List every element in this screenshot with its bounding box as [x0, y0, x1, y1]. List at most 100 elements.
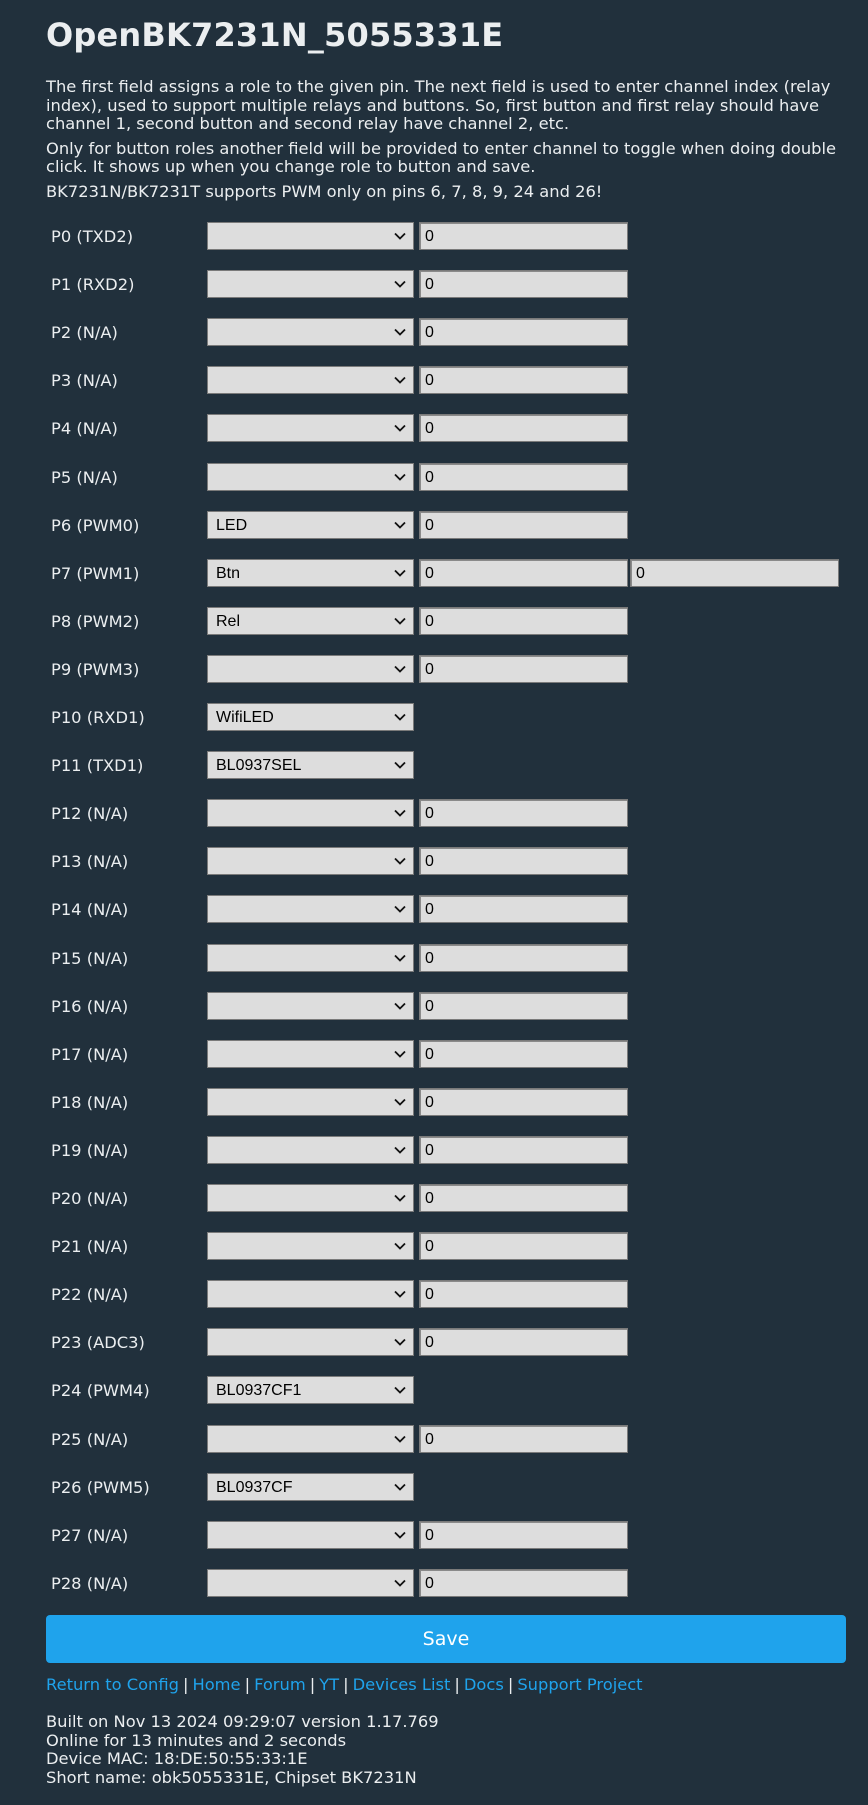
link-separator: |: [182, 1675, 189, 1694]
forum-link[interactable]: Forum: [254, 1675, 306, 1694]
devices-list-link[interactable]: Devices List: [352, 1675, 451, 1694]
pin-role-select[interactable]: [207, 222, 414, 250]
pin-channel-input[interactable]: 0: [419, 462, 628, 491]
pin-channel-input[interactable]: 0: [419, 606, 628, 635]
pin-role-value: BL0937SEL: [216, 757, 302, 775]
pin-channel-input[interactable]: 0: [419, 895, 628, 924]
pin-channel-input[interactable]: 0: [419, 1280, 628, 1309]
link-separator: |: [244, 1675, 251, 1694]
pin-role-select[interactable]: [207, 1280, 414, 1309]
pin-role-select[interactable]: [207, 318, 414, 347]
pin-role-select[interactable]: [207, 1328, 414, 1357]
pin-row: P18 (N/A) 0: [0, 1087, 868, 1118]
pin-role-select[interactable]: [207, 414, 414, 443]
chevron-down-icon: [394, 954, 406, 962]
chevron-down-icon: [394, 521, 406, 529]
pin-label: P17 (N/A): [51, 1044, 129, 1064]
pin-role-select[interactable]: BL0937CF1: [207, 1376, 414, 1405]
pin-channel-input[interactable]: 0: [419, 366, 628, 395]
pin-channel-input[interactable]: 0: [419, 222, 628, 250]
pin-channel-input[interactable]: 0: [419, 799, 628, 828]
pin-row: P6 (PWM0) LED 0: [0, 510, 868, 541]
pin-role-select[interactable]: [207, 654, 414, 683]
chevron-down-icon: [394, 858, 406, 866]
chevron-down-icon: [394, 425, 406, 433]
chevron-down-icon: [394, 473, 406, 481]
pin-channel-input[interactable]: 0: [419, 654, 628, 683]
pin-channel-input[interactable]: 0: [419, 270, 628, 299]
pin-label: P9 (PWM3): [51, 659, 140, 679]
pin-label: P20 (N/A): [51, 1189, 129, 1208]
pin-role-select[interactable]: [207, 1135, 414, 1164]
save-button[interactable]: Save: [46, 1615, 846, 1663]
pin-row: P5 (N/A) 0: [0, 462, 868, 493]
pin-label: P2 (N/A): [51, 323, 118, 343]
pin-role-select[interactable]: WifiLED: [207, 703, 414, 731]
pin-channel-input[interactable]: 0: [419, 1232, 628, 1261]
pin-channel-input[interactable]: 0: [419, 1328, 628, 1357]
pin-role-select[interactable]: [207, 1087, 414, 1116]
pin-role-select[interactable]: [207, 366, 414, 395]
pin-channel-input[interactable]: 0: [419, 991, 628, 1020]
pin-channel-input[interactable]: 0: [419, 847, 628, 876]
pin-role-select[interactable]: [207, 943, 414, 972]
short-name: Short name: obk5055331E, Chipset BK7231N: [46, 1767, 417, 1787]
yt-link[interactable]: YT: [319, 1675, 340, 1694]
pin-channel-input[interactable]: 0: [419, 1039, 628, 1068]
pin-channel-input[interactable]: 0: [419, 1568, 628, 1597]
pin-channel-input[interactable]: 0: [419, 318, 628, 347]
pin-channel-input[interactable]: 0: [419, 943, 628, 972]
pin-channel-input[interactable]: 0: [419, 1184, 628, 1212]
pin-row: P2 (N/A) 0: [0, 318, 868, 348]
pin-role-select[interactable]: [207, 1424, 414, 1453]
pin-row: P12 (N/A) 0: [0, 799, 868, 829]
pin-role-select[interactable]: Btn: [207, 558, 414, 587]
pin-role-select[interactable]: BL0937SEL: [207, 751, 414, 780]
pin-role-select[interactable]: [207, 462, 414, 491]
pin-role-select[interactable]: [207, 799, 414, 828]
home-link[interactable]: Home: [192, 1675, 241, 1694]
pin-label: P23 (ADC3): [51, 1333, 145, 1353]
pin-row: P0 (TXD2) 0: [0, 222, 868, 252]
pin-role-select[interactable]: [207, 1520, 414, 1549]
pin-channel-input[interactable]: 0: [419, 414, 628, 443]
pin-label: P27 (N/A): [51, 1525, 129, 1545]
docs-link[interactable]: Docs: [463, 1675, 504, 1694]
pin-label: P18 (N/A): [51, 1092, 129, 1112]
pin-label: P13 (N/A): [51, 852, 129, 872]
pin-role-select[interactable]: [207, 1568, 414, 1597]
chevron-down-icon: [394, 1339, 406, 1347]
pin-role-select[interactable]: [207, 270, 414, 299]
pin-role-select[interactable]: Rel: [207, 606, 414, 635]
pin-role-select[interactable]: [207, 1184, 414, 1212]
pin-role-select[interactable]: LED: [207, 510, 414, 539]
support-project-link[interactable]: Support Project: [517, 1675, 643, 1694]
pin-role-select[interactable]: [207, 1039, 414, 1068]
pin-role-value: Btn: [216, 564, 241, 582]
pin-role-select[interactable]: [207, 847, 414, 876]
pin-channel-input[interactable]: 0: [419, 1520, 628, 1549]
pin-role-select[interactable]: BL0937CF: [207, 1472, 414, 1501]
link-separator: |: [343, 1675, 349, 1694]
pin-role-select[interactable]: [207, 895, 414, 924]
pin-double-click-channel-input[interactable]: 0: [630, 558, 839, 587]
pin-row: P27 (N/A) 0: [0, 1520, 868, 1551]
pin-row: P15 (N/A) 0: [0, 943, 868, 974]
pin-channel-input[interactable]: 0: [419, 1135, 628, 1164]
return-to-config-link[interactable]: Return to Config: [46, 1675, 179, 1694]
pin-role-select[interactable]: [207, 991, 414, 1020]
pin-role-select[interactable]: [207, 1232, 414, 1261]
pin-channel-input[interactable]: 0: [419, 1087, 628, 1116]
pin-label: P24 (PWM4): [51, 1381, 150, 1401]
pin-channel-input[interactable]: 0: [419, 558, 628, 587]
chevron-down-icon: [394, 329, 406, 336]
chevron-down-icon: [394, 1146, 406, 1154]
pin-channel-input[interactable]: 0: [419, 510, 628, 539]
chevron-down-icon: [394, 617, 406, 625]
pin-channel-input[interactable]: 0: [419, 1424, 628, 1453]
uptime: Online for 13 minutes and 2 seconds: [46, 1730, 347, 1750]
pin-label: P19 (N/A): [51, 1140, 129, 1160]
pin-row: P3 (N/A) 0: [0, 366, 868, 396]
link-separator: |: [454, 1675, 460, 1694]
pin-row: P9 (PWM3) 0: [0, 654, 868, 685]
